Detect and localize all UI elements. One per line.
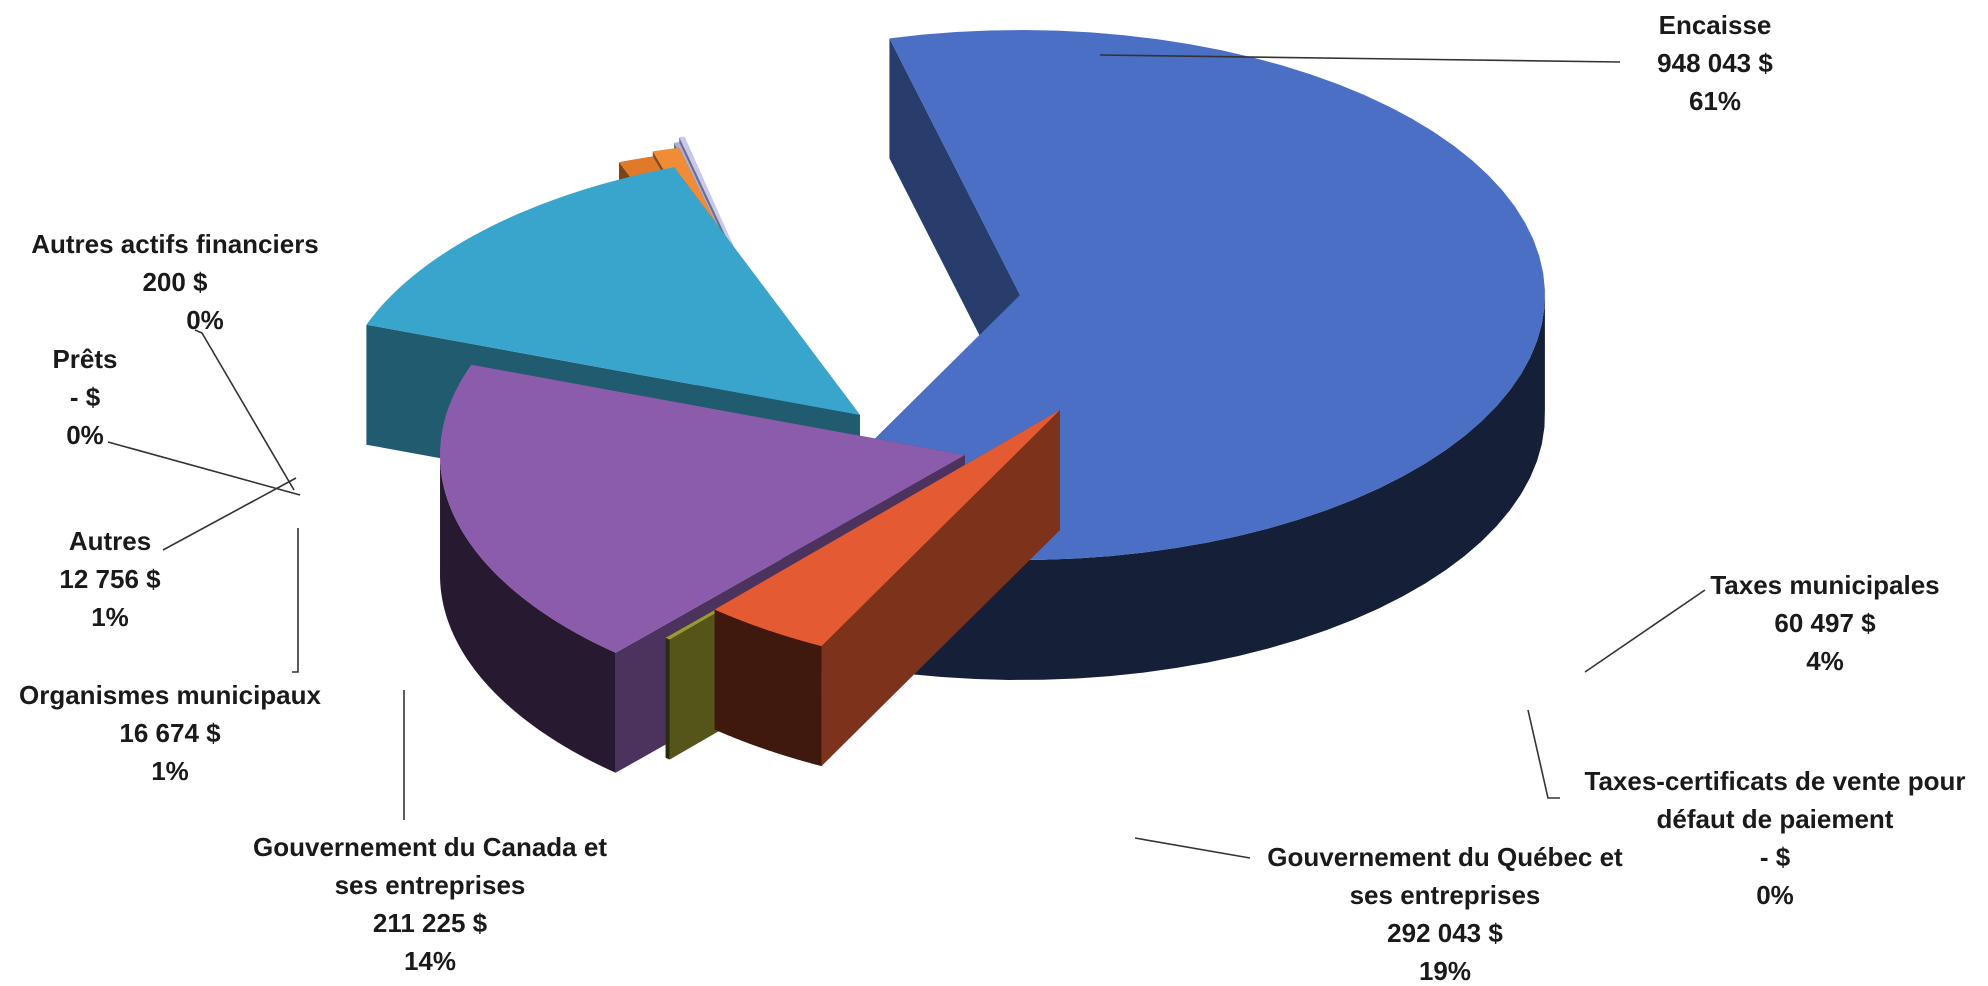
leader-line-encaisse bbox=[1099, 54, 1621, 63]
label-gouv-canada-name-1: Gouvernement du Canada et bbox=[253, 832, 607, 862]
pie-slice-1 bbox=[714, 410, 1060, 767]
leader-line-taxes-certificats bbox=[1527, 709, 1560, 799]
leader-lines bbox=[107, 54, 1706, 859]
label-taxes-certificats-name-2: défaut de paiement bbox=[1656, 804, 1894, 834]
pie-slice-side bbox=[665, 637, 670, 760]
pie-slice-top bbox=[714, 410, 1060, 647]
label-prets-name: Prêts bbox=[52, 344, 118, 374]
label-encaisse-pct: 61% bbox=[1688, 86, 1742, 116]
leader-line-prets bbox=[107, 441, 301, 496]
label-taxes-municipales-value: 60 497 $ bbox=[1774, 608, 1876, 638]
label-gouv-canada-value: 211 225 $ bbox=[372, 908, 488, 938]
label-gouv-canada-pct: 14% bbox=[403, 946, 457, 976]
leader-line-taxes-municipales bbox=[1584, 589, 1706, 673]
pie-slice-cut-face bbox=[889, 38, 1020, 415]
leader-line-autres-actifs bbox=[194, 329, 295, 491]
label-autres: Autres 12 756 $ 1% bbox=[40, 522, 180, 636]
label-gouv-quebec-name-2: ses entreprises bbox=[1349, 880, 1541, 910]
label-organismes-value: 16 674 $ bbox=[119, 718, 221, 748]
label-taxes-certificats-name-1: Taxes-certificats de vente pour bbox=[1584, 766, 1966, 796]
label-taxes-municipales-name: Taxes municipales bbox=[1710, 570, 1940, 600]
label-gouv-canada: Gouvernement du Canada et ses entreprise… bbox=[230, 828, 630, 980]
label-taxes-municipales-pct: 4% bbox=[1806, 646, 1844, 676]
label-taxes-certificats: Taxes-certificats de vente pour défaut d… bbox=[1565, 762, 1985, 914]
label-gouv-canada-name-2: ses entreprises bbox=[334, 870, 526, 900]
pie-slice-side bbox=[714, 609, 822, 767]
label-taxes-certificats-pct: 0% bbox=[1756, 880, 1794, 910]
label-gouv-quebec-value: 292 043 $ bbox=[1387, 918, 1503, 948]
pie-slice-top bbox=[440, 364, 965, 653]
label-gouv-quebec-name-1: Gouvernement du Québec et bbox=[1267, 842, 1623, 872]
label-gouv-quebec-pct: 19% bbox=[1418, 956, 1472, 986]
label-organismes: Organismes municipaux 16 674 $ 1% bbox=[5, 676, 335, 790]
label-encaisse: Encaisse 948 043 $ 61% bbox=[1600, 6, 1830, 120]
label-encaisse-name: Encaisse bbox=[1658, 10, 1772, 40]
pie-slice-top bbox=[781, 30, 1545, 560]
leader-line-organismes bbox=[292, 528, 299, 673]
pie-slice-side bbox=[440, 452, 616, 773]
label-prets-value: - $ bbox=[69, 382, 101, 412]
label-autres-actifs-pct: 0% bbox=[186, 305, 224, 335]
leader-line-autres bbox=[162, 477, 297, 551]
label-organismes-name: Organismes municipaux bbox=[19, 680, 321, 710]
label-prets-pct: 0% bbox=[66, 420, 104, 450]
label-autres-pct: 1% bbox=[91, 602, 129, 632]
label-autres-actifs-name: Autres actifs financiers bbox=[31, 229, 319, 259]
label-prets: Prêts - $ 0% bbox=[30, 340, 140, 454]
leader-line-gouv-quebec bbox=[1134, 837, 1251, 859]
label-autres-value: 12 756 $ bbox=[59, 564, 161, 594]
pie-slice-top bbox=[366, 167, 860, 415]
label-taxes-municipales: Taxes municipales 60 497 $ 4% bbox=[1690, 566, 1960, 680]
label-organismes-pct: 1% bbox=[151, 756, 189, 786]
label-gouv-quebec: Gouvernement du Québec et ses entreprise… bbox=[1245, 838, 1645, 986]
label-autres-name: Autres bbox=[68, 526, 152, 556]
label-autres-actifs-value: 200 $ bbox=[142, 267, 208, 297]
label-autres-actifs: Autres actifs financiers 200 $ 0% bbox=[5, 225, 345, 339]
label-encaisse-value: 948 043 $ bbox=[1657, 48, 1773, 78]
pie-slices bbox=[366, 30, 1545, 773]
label-taxes-certificats-value: - $ bbox=[1759, 842, 1791, 872]
